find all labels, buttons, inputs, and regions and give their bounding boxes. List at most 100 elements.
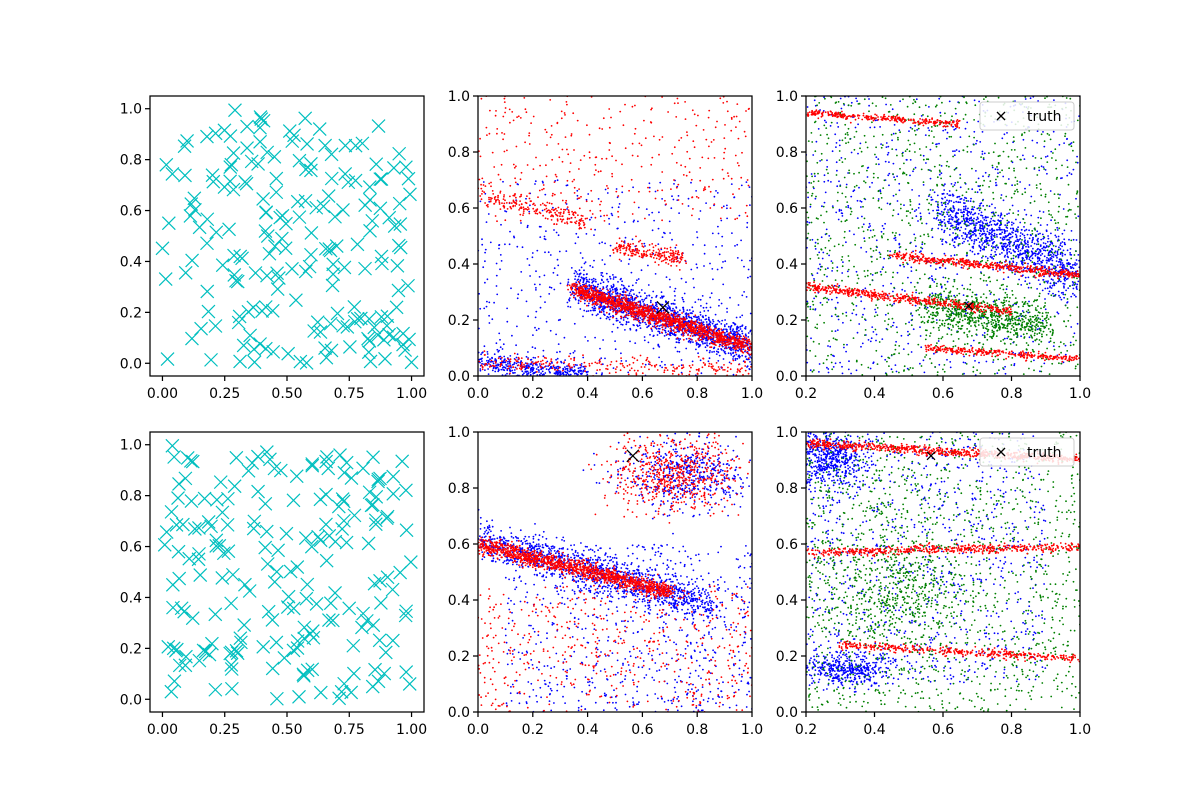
- data-point: [701, 156, 704, 159]
- data-point: [550, 211, 552, 214]
- data-point: [632, 220, 635, 223]
- data-point: [734, 338, 736, 340]
- data-point: [602, 298, 605, 300]
- data-point: [617, 210, 619, 213]
- data-point: [587, 310, 590, 312]
- data-point: [528, 264, 531, 266]
- data-point: [560, 192, 562, 194]
- data-point: [695, 195, 698, 198]
- data-point: [611, 300, 614, 303]
- data-point: [727, 325, 730, 328]
- data-point: [741, 332, 744, 335]
- data-point: [634, 317, 637, 320]
- data-point: [503, 361, 505, 364]
- data-point: [535, 210, 538, 213]
- data-point-x: [390, 258, 405, 273]
- data-point: [573, 372, 576, 375]
- data-point: [574, 275, 577, 278]
- data-point: [599, 282, 602, 285]
- data-point: [672, 366, 675, 369]
- data-point: [569, 291, 572, 294]
- data-point: [726, 204, 728, 207]
- data-point: [525, 355, 528, 358]
- data-point: [724, 124, 726, 126]
- data-point: [687, 340, 690, 343]
- data-point: [595, 288, 597, 290]
- data-point: [591, 213, 594, 215]
- data-point: [626, 365, 629, 367]
- data-point: [657, 344, 660, 347]
- data-point: [633, 201, 636, 204]
- data-point: [684, 313, 687, 315]
- data-point: [715, 190, 717, 192]
- data-point: [746, 381, 748, 383]
- data-point: [514, 193, 517, 195]
- data-point: [616, 248, 619, 251]
- data-point: [716, 120, 718, 123]
- data-point: [512, 194, 515, 197]
- data-point: [566, 103, 568, 106]
- data-point: [646, 316, 649, 319]
- data-point: [495, 342, 498, 345]
- data-point: [735, 316, 738, 319]
- data-point: [574, 270, 577, 272]
- data-point: [654, 304, 657, 307]
- data-point: [739, 370, 741, 373]
- data-point: [666, 333, 669, 335]
- data-point: [625, 321, 628, 324]
- data-point: [539, 212, 542, 215]
- data-point: [683, 316, 686, 319]
- data-point: [631, 154, 634, 157]
- data-point: [739, 341, 741, 344]
- data-point: [599, 215, 602, 218]
- data-point: [561, 148, 564, 151]
- data-point: [493, 353, 496, 356]
- data-point: [682, 338, 685, 341]
- data-point: [588, 285, 591, 287]
- data-point: [585, 278, 588, 281]
- data-point-x: [231, 315, 246, 330]
- data-point-x: [201, 304, 216, 319]
- data-point: [681, 367, 684, 369]
- data-point: [610, 305, 612, 308]
- data-point: [505, 359, 508, 362]
- data-point: [672, 260, 675, 263]
- data-point: [702, 361, 705, 364]
- data-point: [670, 207, 673, 210]
- data-point: [596, 362, 598, 365]
- data-point: [528, 197, 531, 200]
- data-point-x: [226, 182, 241, 197]
- data-point: [498, 332, 501, 335]
- data-point: [641, 372, 644, 375]
- data-point: [611, 175, 614, 178]
- data-point-x: [347, 299, 362, 314]
- data-point: [576, 119, 579, 122]
- data-point: [739, 345, 742, 348]
- data-point: [657, 327, 660, 330]
- y-tick-label: 1.0: [120, 102, 142, 118]
- data-point: [583, 269, 585, 272]
- data-point: [669, 246, 672, 249]
- data-point: [757, 358, 759, 360]
- data-point: [581, 289, 584, 292]
- data-point: [531, 256, 534, 259]
- data-point: [588, 278, 591, 281]
- data-point-x: [304, 225, 319, 240]
- data-point: [629, 290, 632, 293]
- data-point: [518, 209, 520, 211]
- data-point: [566, 148, 568, 151]
- data-point: [658, 319, 661, 321]
- data-point: [527, 358, 529, 361]
- data-point: [488, 132, 491, 135]
- data-point: [488, 200, 491, 203]
- data-point: [582, 277, 585, 280]
- data-point: [556, 357, 559, 360]
- data-point: [650, 306, 653, 309]
- data-point: [753, 336, 755, 338]
- data-point-x: [247, 355, 262, 370]
- data-point: [603, 214, 606, 217]
- data-point: [618, 245, 620, 248]
- data-point-x: [215, 258, 230, 273]
- data-point: [587, 289, 590, 291]
- data-point: [520, 207, 523, 210]
